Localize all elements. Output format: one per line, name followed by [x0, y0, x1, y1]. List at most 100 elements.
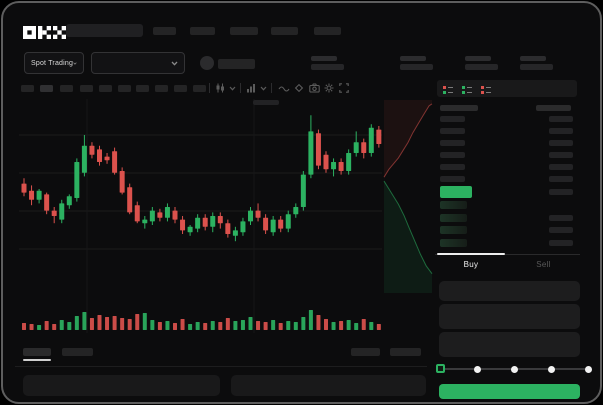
- nav-menu: [3, 3, 600, 402]
- order-price-field[interactable]: [439, 281, 580, 301]
- timeframe-button[interactable]: [99, 85, 112, 92]
- bid-row-price[interactable]: [440, 238, 467, 247]
- interval-icon[interactable]: [246, 83, 256, 93]
- chart-legend-placeholder: [253, 100, 279, 105]
- bid-row-price[interactable]: [440, 213, 467, 222]
- timeframe-button[interactable]: [155, 85, 168, 92]
- stat-value-placeholder: [465, 64, 498, 70]
- chevron-down-icon: [73, 61, 77, 65]
- last-price-badge[interactable]: [440, 186, 472, 198]
- trade-form: Buy Sell: [3, 3, 600, 402]
- pair-name-placeholder: [218, 59, 255, 69]
- ask-row-price[interactable]: [440, 176, 465, 182]
- book-bids-only-icon[interactable]: [461, 83, 473, 101]
- stat-value-placeholder: [520, 64, 553, 70]
- trading-mode-label: Spot Trading: [31, 59, 74, 67]
- timeframe-button[interactable]: [40, 85, 53, 92]
- wave-line-icon[interactable]: [278, 83, 290, 93]
- top-navbar: [3, 3, 600, 402]
- chevron-down-icon[interactable]: [229, 86, 236, 91]
- timeframe-button[interactable]: [193, 85, 206, 92]
- ask-row-amount[interactable]: [549, 164, 573, 170]
- chart-toolbar: [3, 3, 600, 402]
- stat-label-placeholder: [400, 56, 426, 61]
- bottom-tab-2[interactable]: [62, 348, 93, 356]
- tabs-divider: [435, 254, 580, 255]
- orders-panel-placeholder-1: [23, 375, 220, 396]
- expand-icon[interactable]: [339, 83, 349, 93]
- ask-row-amount[interactable]: [549, 116, 573, 122]
- ask-row-price[interactable]: [440, 128, 465, 134]
- ask-row-price[interactable]: [440, 116, 465, 122]
- timeframe-button[interactable]: [136, 85, 149, 92]
- timeframe-button[interactable]: [21, 85, 34, 92]
- timeframe-buttons: [3, 3, 600, 402]
- stat-value-placeholder: [400, 64, 433, 70]
- order-total-field[interactable]: [439, 332, 580, 357]
- nav-item-placeholder[interactable]: [153, 27, 176, 35]
- bottom-tab-right-1[interactable]: [351, 348, 380, 356]
- slider-stop-dot[interactable]: [511, 366, 518, 373]
- coin-avatar: [200, 56, 214, 70]
- nav-item-placeholder[interactable]: [314, 27, 341, 35]
- ask-row-price[interactable]: [440, 164, 465, 170]
- bid-row-price[interactable]: [440, 201, 467, 209]
- bottom-divider: [15, 366, 427, 367]
- book-asks-and-bids-icon[interactable]: [442, 83, 454, 101]
- nav-item-placeholder[interactable]: [271, 27, 298, 35]
- book-asks-only-icon[interactable]: [480, 83, 492, 101]
- ask-row-price[interactable]: [440, 140, 465, 146]
- market-header: Spot Trading: [3, 3, 600, 402]
- buy-submit-button[interactable]: [439, 384, 580, 399]
- stat-label-placeholder: [520, 56, 546, 61]
- tab-buy[interactable]: Buy: [463, 260, 479, 269]
- timeframe-button[interactable]: [118, 85, 131, 92]
- amount-slider[interactable]: [3, 3, 600, 402]
- search-input[interactable]: [66, 24, 143, 37]
- timeframe-button[interactable]: [60, 85, 73, 92]
- slider-stop-dot[interactable]: [585, 366, 592, 373]
- bottom-tab-underline: [23, 359, 51, 361]
- orderbook-rows: [3, 3, 600, 402]
- nav-item-placeholder[interactable]: [230, 27, 258, 35]
- orders-panel-placeholder-2: [231, 375, 426, 396]
- camera-icon[interactable]: [309, 83, 320, 93]
- ask-row-price[interactable]: [440, 152, 465, 158]
- slider-stop-dot[interactable]: [548, 366, 555, 373]
- chevron-down-icon: [171, 61, 178, 66]
- orderbook-col-header-amount: [536, 105, 571, 111]
- trading-mode-dropdown[interactable]: Spot Trading: [24, 52, 84, 74]
- slider-stop-dot[interactable]: [474, 366, 481, 373]
- timeframe-button[interactable]: [174, 85, 187, 92]
- okx-logo[interactable]: [23, 26, 66, 39]
- stat-value-placeholder: [311, 64, 344, 70]
- bottom-tab-right-2[interactable]: [390, 348, 421, 356]
- orderbook-col-header-price: [440, 105, 478, 111]
- last-price-amount: [549, 189, 573, 195]
- diamond-indicator-icon[interactable]: [294, 83, 304, 93]
- gear-icon[interactable]: [324, 83, 334, 93]
- ask-row-amount[interactable]: [549, 152, 573, 158]
- ticker-stats: [3, 3, 600, 402]
- bottom-section: [3, 3, 600, 402]
- nav-item-placeholder[interactable]: [190, 27, 215, 35]
- ask-row-amount[interactable]: [549, 140, 573, 146]
- bid-row-amount[interactable]: [549, 227, 573, 233]
- order-amount-field[interactable]: [439, 304, 580, 329]
- bid-row-amount[interactable]: [549, 214, 573, 221]
- active-tab-indicator: [437, 253, 505, 255]
- bid-row-price[interactable]: [440, 226, 467, 234]
- bid-row-amount[interactable]: [549, 239, 573, 246]
- chevron-down-icon[interactable]: [260, 86, 267, 91]
- orderbook-panel: [3, 3, 600, 402]
- tab-sell[interactable]: Sell: [536, 260, 551, 269]
- slider-handle[interactable]: [436, 364, 445, 373]
- ask-row-amount[interactable]: [549, 176, 573, 182]
- ask-row-amount[interactable]: [549, 128, 573, 134]
- timeframe-button[interactable]: [80, 85, 93, 92]
- pair-selector-dropdown[interactable]: [91, 52, 185, 74]
- bottom-tab-active[interactable]: [23, 348, 51, 356]
- candle-style-icon[interactable]: [215, 83, 225, 93]
- stat-label-placeholder: [311, 56, 337, 61]
